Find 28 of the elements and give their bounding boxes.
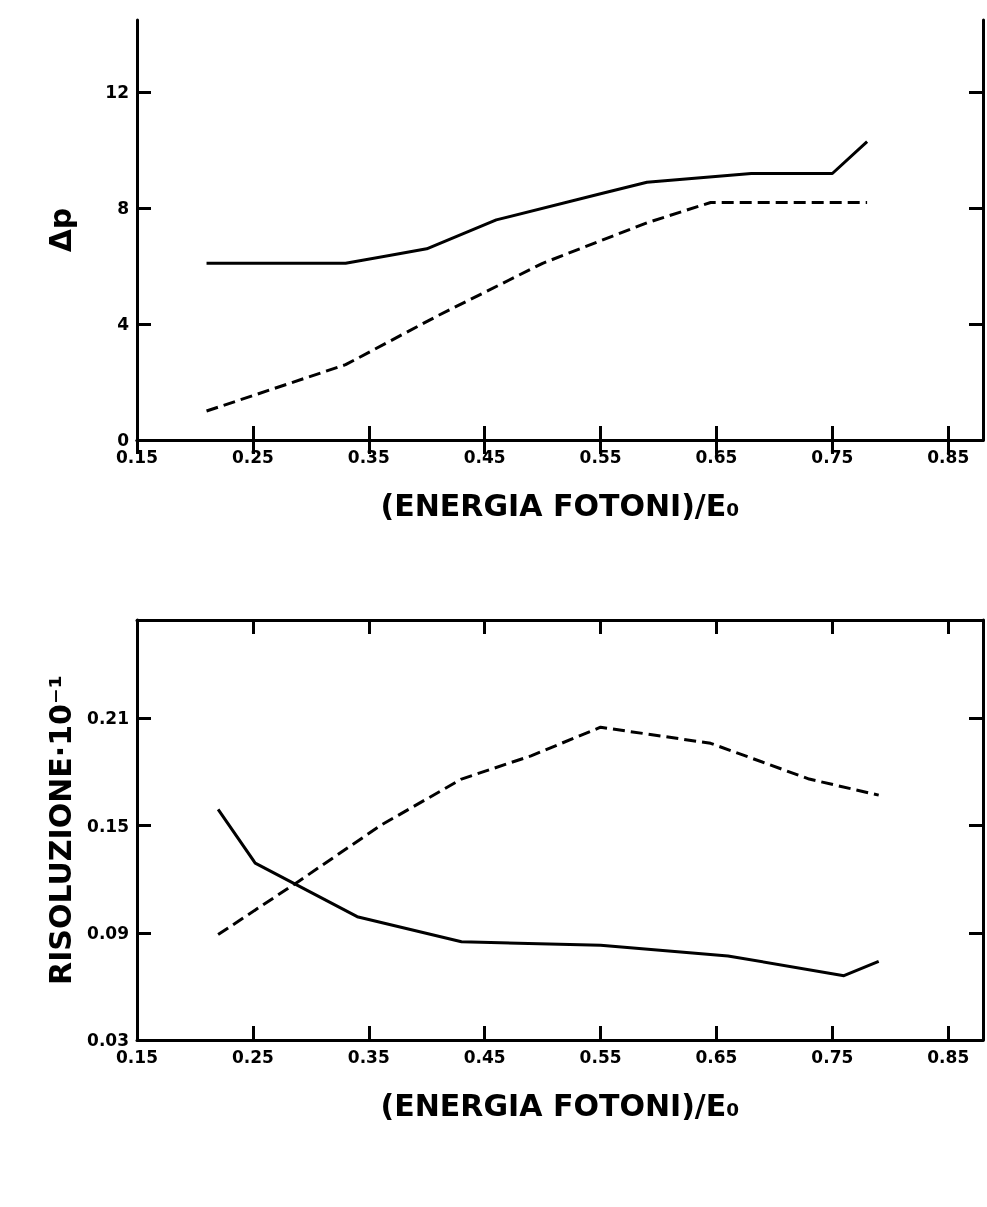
line-series (205, 200, 869, 413)
x-tick-label: 0.65 (695, 446, 738, 467)
x-tick-label: 0.45 (463, 1046, 506, 1067)
y-tick-label: 0 (117, 430, 130, 450)
x-tick-label: 0.25 (231, 1046, 274, 1067)
x-tick-label: 0.55 (579, 1046, 622, 1067)
y-tick-label: 0.15 (87, 815, 129, 836)
y-tick-label: 0.21 (87, 708, 129, 729)
x-axis-title: (ENERGIA FOTONI)/E₀ (380, 1087, 740, 1123)
y-axis-title: RISOLUZIONE·10⁻¹ (42, 675, 78, 985)
y-axis-title: Δp (42, 207, 78, 253)
y-tick-label: 0.03 (87, 1030, 129, 1050)
x-tick-label: 0.85 (927, 1046, 970, 1067)
line-series (205, 140, 869, 265)
x-tick-label: 0.25 (231, 446, 274, 467)
x-tick-label: 0.45 (463, 446, 506, 467)
x-tick-label: 0.75 (811, 1046, 854, 1067)
y-tick-label: 4 (117, 314, 130, 335)
x-tick-label: 0.35 (347, 1046, 390, 1067)
y-tick-label: 12 (105, 82, 129, 103)
x-tick-label: 0.35 (347, 446, 390, 467)
x-tick-label: 0.75 (811, 446, 854, 467)
x-tick-label: 0.65 (695, 1046, 738, 1067)
x-tick-label: 0.55 (579, 446, 622, 467)
x-tick-label: 0.85 (927, 446, 970, 467)
y-tick-label: 0.09 (87, 922, 129, 943)
y-tick-label: 8 (117, 198, 129, 219)
x-axis-title: (ENERGIA FOTONI)/E₀ (380, 487, 740, 523)
